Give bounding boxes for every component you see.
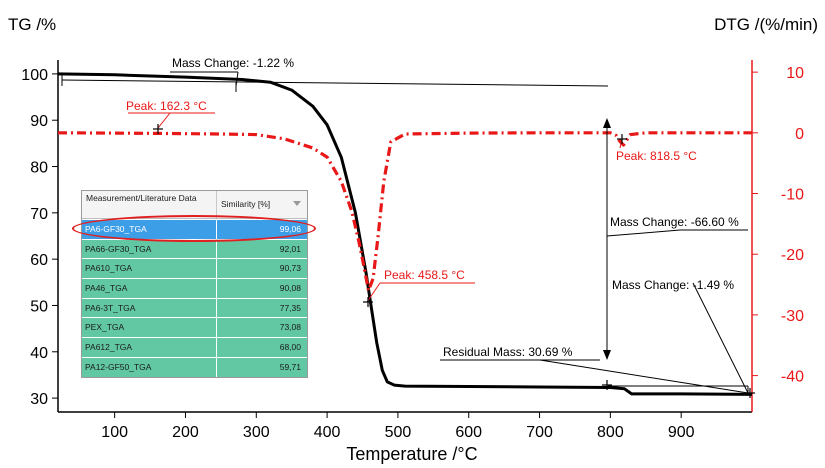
y-right-tick-label: -30 (781, 308, 804, 325)
left-axis-label: TG /% (8, 15, 56, 34)
y-right-tick-label: -10 (781, 187, 804, 204)
y-right-tick-label: 0 (795, 126, 804, 143)
y-left-tick-label: 90 (30, 113, 48, 130)
mass-change-3-leader (692, 282, 749, 394)
table-row[interactable]: PA12-GF50_TGA 59,71 (82, 356, 307, 377)
row-similarity: 92,01 (279, 243, 301, 254)
table-row[interactable]: PA610_TGA 90,73 (82, 258, 307, 279)
peak-458-leader (366, 282, 381, 303)
row-name: PA66-GF30_TGA (82, 239, 217, 259)
annotation-peak-818: Peak: 818.5 °C (616, 149, 697, 163)
x-tick-label: 400 (314, 424, 341, 441)
x-tick-label: 300 (243, 424, 270, 441)
peak-162-leader (157, 112, 171, 129)
y-left-tick-label: 80 (30, 160, 48, 177)
y-left-tick-label: 40 (30, 345, 48, 362)
table-row[interactable]: PA6-3T_TGA 77,35 (82, 297, 307, 318)
highlight-ellipse (72, 215, 316, 242)
row-similarity: 73,08 (279, 322, 301, 333)
row-name: PA610_TGA (82, 259, 217, 279)
x-axis-label: Temperature /°C (346, 444, 477, 464)
table-row[interactable]: PA612_TGA 68,00 (82, 337, 307, 357)
row-similarity: 77,35 (279, 302, 301, 313)
y-right-tick-label: -40 (781, 369, 804, 386)
mass-change-2-leader (606, 229, 681, 237)
row-name: PA6-3T_TGA (82, 298, 217, 318)
annotation-mass-change-3: Mass Change: -1.49 % (612, 278, 734, 292)
row-similarity: 90,08 (279, 283, 301, 294)
column-header-similarity-label: Similarity [%] (221, 199, 271, 209)
mass-change-2-arrowhead-top (603, 118, 611, 128)
right-axis-label: DTG /(%/min) (714, 15, 818, 34)
row-similarity: 59,71 (279, 361, 301, 372)
row-similarity: 90,73 (279, 263, 301, 274)
table-row[interactable]: PEX_TGA 73,08 (82, 317, 307, 338)
annotation-residual-mass: Residual Mass: 30.69 % (443, 345, 573, 359)
x-tick-label: 200 (172, 424, 199, 441)
row-similarity: 68,00 (279, 342, 301, 353)
row-name: PA612_TGA (82, 338, 217, 357)
y-left-tick-label: 70 (30, 206, 48, 223)
table-row[interactable]: PA46_TGA 90,08 (82, 278, 307, 298)
column-header-measurement[interactable]: Measurement/Literature Data (82, 191, 217, 218)
y-left-tick-label: 30 (30, 391, 48, 408)
row-name: PEX_TGA (82, 318, 217, 338)
column-header-similarity[interactable]: Similarity [%] (217, 191, 307, 218)
mass-change-2-arrowhead-bottom (603, 350, 611, 360)
sort-descending-icon (293, 201, 301, 206)
x-tick-label: 100 (101, 424, 128, 441)
x-tick-label: 800 (597, 424, 624, 441)
y-left-tick-label: 60 (30, 252, 48, 269)
row-name: PA12-GF50_TGA (82, 357, 217, 377)
annotation-peak-162: Peak: 162.3 °C (126, 99, 207, 113)
mass-change-1-line (61, 79, 609, 87)
x-tick-label: 500 (385, 424, 412, 441)
x-tick-label: 600 (455, 424, 482, 441)
annotation-mass-change-2: Mass Change: -66.60 % (610, 215, 739, 229)
y-left-tick-label: 50 (30, 298, 48, 315)
residual-mass-leader (539, 359, 749, 394)
y-left-tick-label: 100 (21, 67, 48, 84)
row-name: PA46_TGA (82, 279, 217, 298)
y-right-tick-label: 10 (786, 65, 804, 82)
x-tick-label: 900 (668, 424, 695, 441)
annotation-peak-458: Peak: 458.5 °C (384, 268, 465, 282)
x-tick-label: 700 (526, 424, 553, 441)
annotation-mass-change-1: Mass Change: -1.22 % (172, 56, 294, 70)
y-right-tick-label: -20 (781, 247, 804, 264)
